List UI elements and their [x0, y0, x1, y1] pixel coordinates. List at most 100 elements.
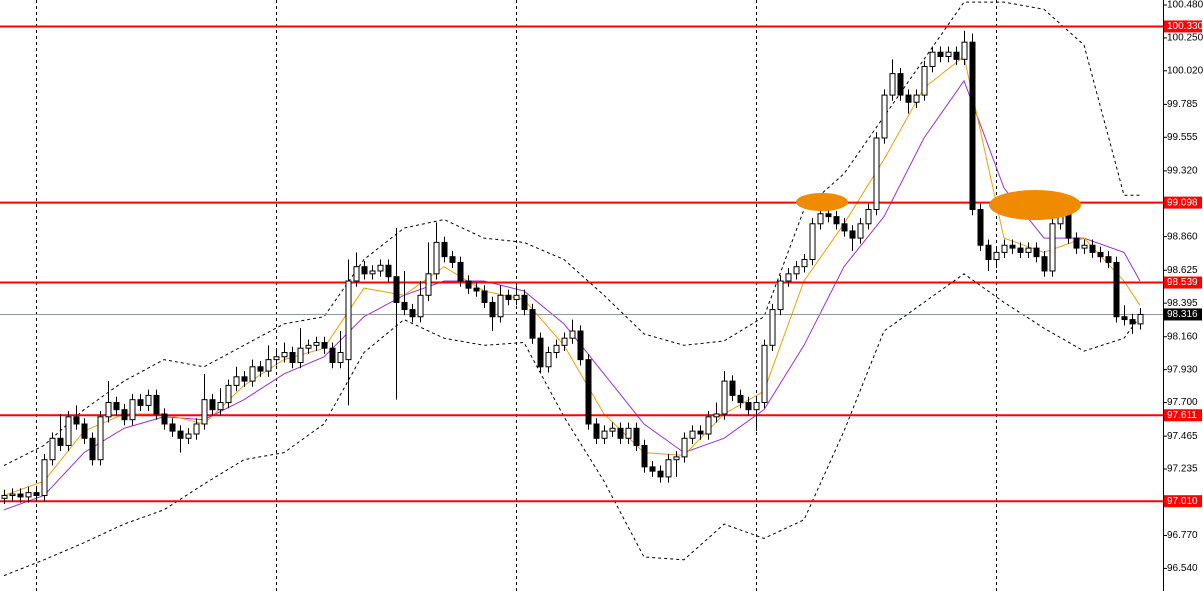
candles — [1, 30, 1144, 505]
level-label: 98.539 — [1167, 277, 1198, 288]
candle-body — [33, 492, 40, 496]
candle-body — [729, 380, 736, 396]
candle-body — [577, 330, 584, 361]
candle-body — [1137, 313, 1144, 325]
candle-body — [385, 264, 392, 278]
candle-body — [297, 347, 304, 363]
candle-body — [705, 416, 712, 435]
candle-body — [905, 94, 912, 103]
level-label: 97.611 — [1167, 410, 1197, 421]
levels — [0, 25, 1163, 503]
candle-body — [401, 301, 408, 311]
candle-body — [161, 413, 168, 425]
candle-body — [249, 366, 256, 382]
candle-body — [1041, 256, 1048, 272]
candle-body — [993, 251, 1000, 261]
y-tick-label: 97.930 — [1167, 364, 1198, 375]
candle-body — [65, 416, 72, 446]
candle-body — [441, 241, 448, 258]
level-label-box — [1164, 409, 1202, 422]
candle-body — [913, 94, 920, 103]
candle-body — [497, 294, 504, 318]
candle-body — [689, 430, 696, 439]
candle-body — [857, 223, 864, 239]
y-tick-label: 98.625 — [1167, 265, 1198, 276]
candle-body — [1025, 247, 1032, 253]
candle-body — [361, 266, 368, 275]
candle-body — [473, 287, 480, 292]
candle-body — [593, 423, 600, 439]
candle-body — [777, 280, 784, 311]
candle-body — [145, 394, 152, 406]
candle-body — [305, 344, 312, 349]
candle-body — [81, 423, 88, 439]
y-tick-label: 98.160 — [1167, 331, 1198, 342]
candle-body — [865, 208, 872, 225]
candle-body — [457, 261, 464, 282]
candle-body — [721, 380, 728, 415]
candle-body — [129, 399, 136, 421]
candle-body — [817, 213, 824, 225]
y-tick-label: 97.700 — [1167, 397, 1198, 408]
candle-body — [737, 394, 744, 404]
candle-body — [649, 466, 656, 472]
candle-body — [177, 430, 184, 439]
candle-body — [209, 399, 216, 411]
candle-body — [17, 493, 24, 498]
candle-body — [929, 51, 936, 67]
y-tick-label: 97.465 — [1167, 431, 1198, 442]
y-tick-label: 99.320 — [1167, 166, 1198, 177]
level-label-box — [1164, 20, 1202, 33]
candle-body — [953, 51, 960, 60]
candle-body — [513, 294, 520, 301]
candle-body — [537, 337, 544, 368]
candle-body — [1081, 244, 1088, 249]
candle-body — [1033, 247, 1040, 258]
candle-body — [1017, 247, 1024, 253]
candle-body — [825, 213, 832, 218]
candle-body — [641, 444, 648, 468]
candle-body — [289, 351, 296, 363]
candle-body — [569, 330, 576, 339]
candle-body — [897, 73, 904, 96]
candle-body — [201, 399, 208, 425]
candle-body — [393, 276, 400, 303]
candle-body — [873, 137, 880, 210]
candle-body — [769, 309, 776, 346]
candle-body — [1113, 261, 1120, 318]
candle-body — [1097, 251, 1104, 258]
candle-body — [465, 280, 472, 289]
candle-body — [105, 402, 112, 418]
candle-body — [73, 416, 80, 425]
candle-body — [521, 294, 528, 311]
price-axis: 100.480 100.250 100.020 99.785 99.555 99.320 9… — [1163, 0, 1203, 574]
candle-body — [785, 273, 792, 282]
candle-body — [889, 73, 896, 96]
candle-body — [273, 356, 280, 361]
candle-body — [1001, 244, 1008, 253]
candle-body — [601, 430, 608, 439]
y-tick-label: 98.395 — [1167, 298, 1198, 309]
y-tick-label: 100.020 — [1167, 65, 1203, 76]
annotations — [796, 190, 1081, 220]
candle-body — [377, 264, 384, 272]
y-tick-label: 100.480 — [1167, 0, 1203, 11]
candle-body — [329, 347, 336, 363]
candle-body — [1073, 237, 1080, 249]
candle-body — [545, 351, 552, 368]
candle-body — [9, 493, 16, 496]
y-tick-label: 97.235 — [1167, 464, 1198, 475]
candle-body — [921, 65, 928, 96]
candle-body — [697, 430, 704, 435]
y-tick-label: 96.540 — [1167, 563, 1198, 574]
candle-body — [793, 266, 800, 275]
candle-body — [121, 409, 128, 421]
candle-body — [681, 437, 688, 458]
candle-body — [265, 359, 272, 372]
candle-body — [713, 413, 720, 418]
candle-body — [257, 366, 264, 372]
candle-body — [809, 223, 816, 261]
candle-body — [505, 294, 512, 301]
candle-body — [1, 494, 8, 499]
